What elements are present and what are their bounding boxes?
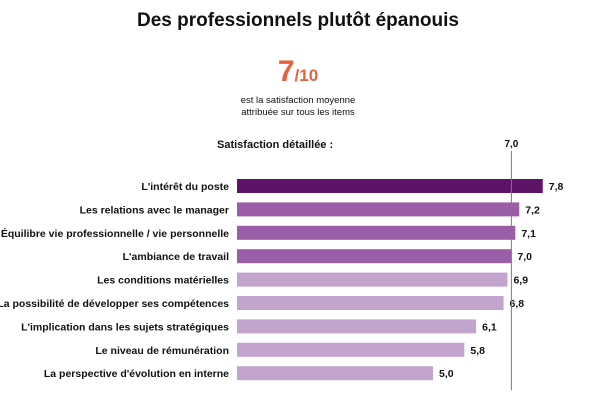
bar xyxy=(237,202,520,217)
category-label: L'intérêt du poste xyxy=(141,181,229,193)
bar xyxy=(237,319,477,334)
value-label: 6,9 xyxy=(513,275,528,287)
category-label: L'ambiance de travail xyxy=(123,251,229,263)
page-title: Des professionnels plutôt épanouis xyxy=(137,10,459,31)
score-caption-line2: attribuée sur tous les items xyxy=(241,107,355,118)
bar xyxy=(237,342,465,357)
category-label: La perspective d'évolution en interne xyxy=(44,368,229,380)
value-label: 7,8 xyxy=(549,181,564,193)
bar xyxy=(237,272,508,287)
average-score: 7/10 xyxy=(0,55,596,89)
value-label: 6,8 xyxy=(510,298,525,310)
chart-section-title: Satisfaction détaillée : xyxy=(217,139,334,151)
reference-label: 7,0 xyxy=(504,139,518,150)
category-label: La possibilité de développer ses compéte… xyxy=(0,298,229,310)
category-label: Les relations avec le manager xyxy=(80,204,229,216)
value-label: 7,2 xyxy=(525,204,540,216)
score-denominator: /10 xyxy=(294,66,319,85)
value-label: 5,8 xyxy=(470,345,485,357)
value-label: 5,0 xyxy=(439,368,454,380)
bar xyxy=(237,296,504,310)
category-label: L'implication dans les sujets stratégiqu… xyxy=(21,321,229,333)
bar xyxy=(237,366,433,381)
category-label: Équilibre vie professionnelle / vie pers… xyxy=(1,227,229,240)
category-label: Les conditions matérielles xyxy=(97,275,229,287)
bar xyxy=(237,179,543,193)
score-value: 7 xyxy=(277,55,295,88)
score-caption-line1: est la satisfaction moyenne xyxy=(240,95,356,106)
bar xyxy=(237,225,516,240)
category-label: Le niveau de rémunération xyxy=(95,345,229,357)
bar xyxy=(237,249,512,264)
value-label: 7,1 xyxy=(521,228,536,240)
value-label: 6,1 xyxy=(482,321,497,333)
value-label: 7,0 xyxy=(517,251,532,263)
score-caption: est la satisfaction moyenne attribuée su… xyxy=(0,95,596,119)
